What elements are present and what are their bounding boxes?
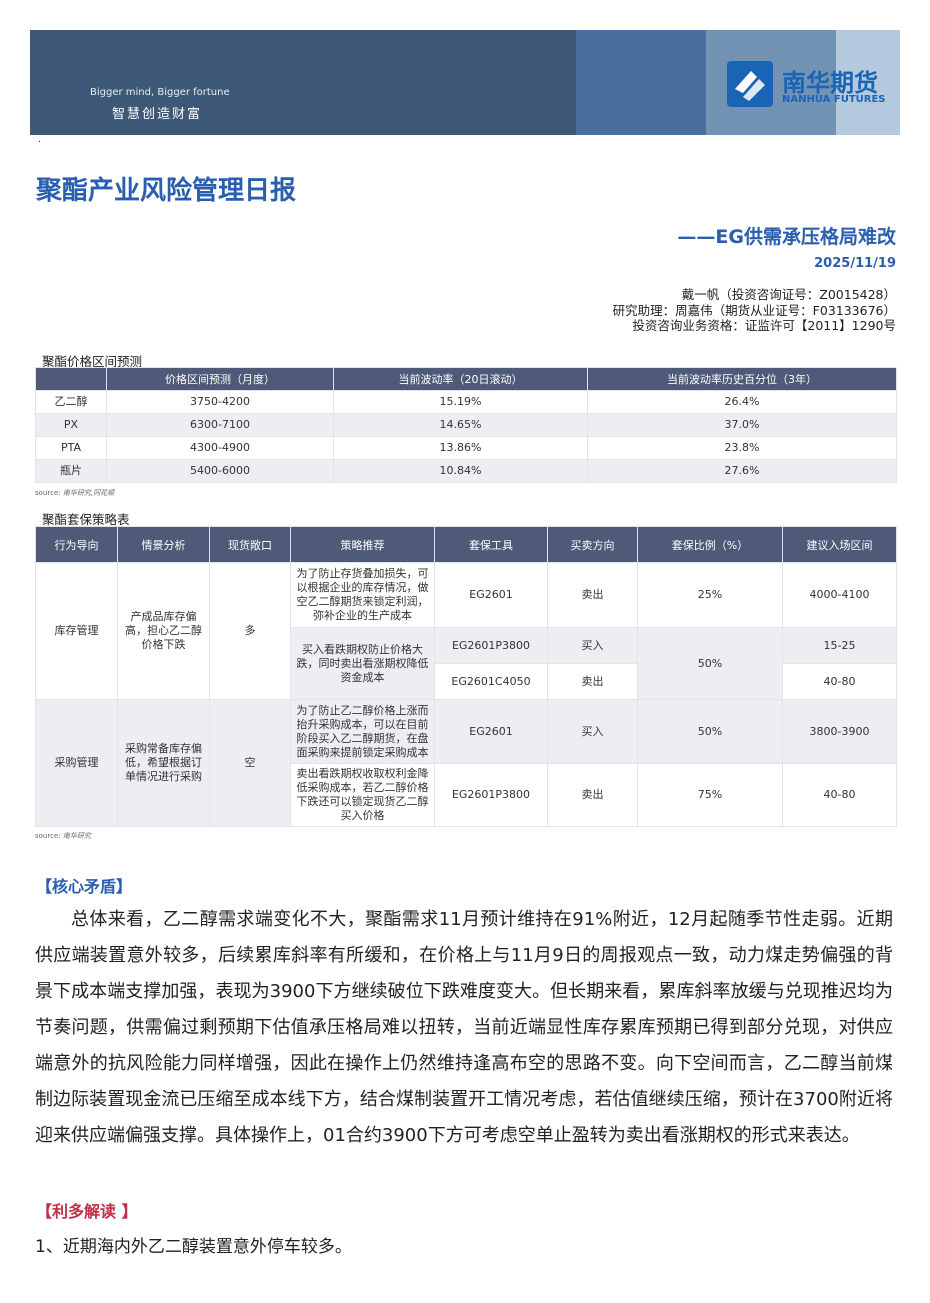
author-line: 戴一帆（投资咨询证号：Z0015428）	[681, 287, 896, 302]
strategy-cell: 为了防止存货叠加损失，可以根据企业的库存情况，做空乙二醇期货来锁定利润，弥补企业…	[290, 562, 435, 628]
hedge-strategy-table: 行为导向 情景分析 现货敞口 策略推荐 套保工具 买卖方向 套保比例（%） 建议…	[35, 526, 897, 827]
header-cell: 套保工具	[434, 526, 548, 563]
hedge-table-title: 聚酯套保策略表	[42, 512, 130, 527]
cell: 4300-4900	[106, 436, 334, 460]
cell: 3750-4200	[106, 390, 334, 414]
cell: 5400-6000	[106, 459, 334, 483]
entry-cell: 15-25	[782, 627, 897, 664]
source-note: source: 南华研究,同花顺	[35, 488, 114, 498]
source-note: source: 南华研究	[35, 831, 91, 841]
table-row: 乙二醇 3750-4200 15.19% 26.4%	[35, 390, 897, 414]
direction-cell: 买入	[547, 627, 638, 664]
price-range-table: 价格区间预测（月度） 当前波动率（20日滚动） 当前波动率历史百分位（3年） 乙…	[35, 367, 897, 483]
tool-cell: EG2601C4050	[434, 663, 548, 700]
entry-cell: 40-80	[782, 663, 897, 700]
table-row: 瓶片 5400-6000 10.84% 27.6%	[35, 459, 897, 483]
page-subtitle: ——EG供需承压格局难改	[677, 226, 896, 248]
cell: 37.0%	[587, 413, 897, 437]
strategy-cell: 为了防止乙二醇价格上涨而抬升采购成本，可以在目前阶段买入乙二醇期货，在盘面采购来…	[290, 699, 435, 764]
behavior-cell: 库存管理	[35, 562, 118, 700]
header-cell	[35, 367, 107, 391]
header-cell: 当前波动率历史百分位（3年）	[587, 367, 897, 391]
header-cell: 价格区间预测（月度）	[106, 367, 334, 391]
cell: 14.65%	[333, 413, 588, 437]
entry-cell: 3800-3900	[782, 699, 897, 764]
header-cell: 建议入场区间	[782, 526, 897, 563]
source-label: source:	[35, 832, 61, 840]
core-heading-text: 【核心矛盾】	[36, 877, 133, 896]
entry-cell: 40-80	[782, 763, 897, 827]
strategy-cell: 卖出看跌期权收取权利金降低采购成本，若乙二醇价格下跌还可以锁定现货乙二醇买入价格	[290, 763, 435, 827]
cell: 27.6%	[587, 459, 897, 483]
source-text: 南华研究	[62, 832, 91, 840]
header-cell: 现货敞口	[209, 526, 291, 563]
table-row: 买入看跌期权防止价格大跌，同时卖出看涨期权降低资金成本 EG2601P3800 …	[36, 627, 897, 700]
direction-cell: 卖出	[547, 562, 638, 628]
report-date: 2025/11/19	[814, 256, 896, 271]
header-cell: 策略推荐	[290, 526, 435, 563]
cell: PTA	[35, 436, 107, 460]
ratio-cell: 25%	[637, 562, 783, 628]
cell: 15.19%	[333, 390, 588, 414]
slogan-cn: 智慧创造财富	[112, 107, 203, 122]
header-cell: 当前波动率（20日滚动）	[333, 367, 588, 391]
tool-cell: EG2601P3800	[434, 763, 548, 827]
logo-text-cn: 南华期货	[782, 69, 878, 97]
table-row: 采购管理 采购常备库存偏低，希望根据订单情况进行采购 空 为了防止乙二醇价格上涨…	[35, 699, 897, 827]
strategy-cell: 买入看跌期权防止价格大跌，同时卖出看涨期权降低资金成本	[290, 627, 435, 700]
price-table-title: 聚酯价格区间预测	[42, 354, 143, 369]
ratio-cell: 50%	[637, 627, 783, 700]
table-header-row: 行为导向 情景分析 现货敞口 策略推荐 套保工具 买卖方向 套保比例（%） 建议…	[35, 526, 897, 563]
exposure-cell: 空	[209, 699, 291, 827]
scenario-cell: 采购常备库存偏低，希望根据订单情况进行采购	[117, 699, 210, 827]
page-title: 聚酯产业风险管理日报	[36, 176, 297, 206]
header-banner: Bigger mind, Bigger fortune 智慧创造财富 南华期货 …	[30, 30, 900, 135]
cell: 26.4%	[587, 390, 897, 414]
header-cell: 行为导向	[35, 526, 118, 563]
direction-cell: 买入	[547, 699, 638, 764]
cell: 10.84%	[333, 459, 588, 483]
header-cell: 套保比例（%）	[637, 526, 783, 563]
slogan-en: Bigger mind, Bigger fortune	[90, 87, 230, 98]
entry-cell: 4000-4100	[782, 562, 897, 628]
ratio-cell: 75%	[637, 763, 783, 827]
cell: 乙二醇	[35, 390, 107, 414]
direction-cell: 卖出	[547, 763, 638, 827]
scenario-cell: 产成品库存偏高，担心乙二醇价格下跌	[117, 562, 210, 700]
core-heading: 【核心矛盾】	[36, 873, 132, 897]
banner-band	[836, 30, 900, 135]
table-header-row: 价格区间预测（月度） 当前波动率（20日滚动） 当前波动率历史百分位（3年）	[35, 367, 897, 391]
tool-cell: EG2601	[434, 699, 548, 764]
dot-mark: ·	[38, 137, 42, 148]
tool-cell: EG2601P3800	[434, 627, 548, 664]
source-label: source:	[35, 489, 61, 497]
table-row: 库存管理 产成品库存偏高，担心乙二醇价格下跌 多 为了防止存货叠加损失，可以根据…	[35, 562, 897, 700]
direction-cell: 卖出	[547, 663, 638, 700]
tool-cell: EG2601	[434, 562, 548, 628]
cell: 23.8%	[587, 436, 897, 460]
cell: 13.86%	[333, 436, 588, 460]
behavior-cell: 采购管理	[35, 699, 118, 827]
source-text: 南华研究,同花顺	[62, 489, 115, 497]
bullish-heading-text: 【利多解读 】	[36, 1202, 138, 1221]
core-paragraph: 总体来看，乙二醇需求端变化不大，聚酯需求11月预计维持在91%附近，12月起随季…	[35, 909, 893, 1146]
header-cell: 买卖方向	[547, 526, 638, 563]
ratio-cell: 50%	[637, 699, 783, 764]
cell: 6300-7100	[106, 413, 334, 437]
author-line: 研究助理：周嘉伟（期货从业证号：F03133676）	[612, 303, 896, 318]
cell: PX	[35, 413, 107, 437]
banner-band	[576, 30, 706, 135]
table-row: PTA 4300-4900 13.86% 23.8%	[35, 436, 897, 460]
cell: 瓶片	[35, 459, 107, 483]
logo-mark-icon	[727, 61, 773, 107]
bullish-heading: 【利多解读 】	[36, 1198, 138, 1222]
exposure-cell: 多	[209, 562, 291, 700]
table-row: PX 6300-7100 14.65% 37.0%	[35, 413, 897, 437]
bullish-item: 1、近期海内外乙二醇装置意外停车较多。	[35, 1237, 352, 1257]
author-line: 投资咨询业务资格：证监许可【2011】1290号	[632, 318, 896, 333]
logo-text-en: NANHUA FUTURES	[782, 94, 886, 105]
header-cell: 情景分析	[117, 526, 210, 563]
